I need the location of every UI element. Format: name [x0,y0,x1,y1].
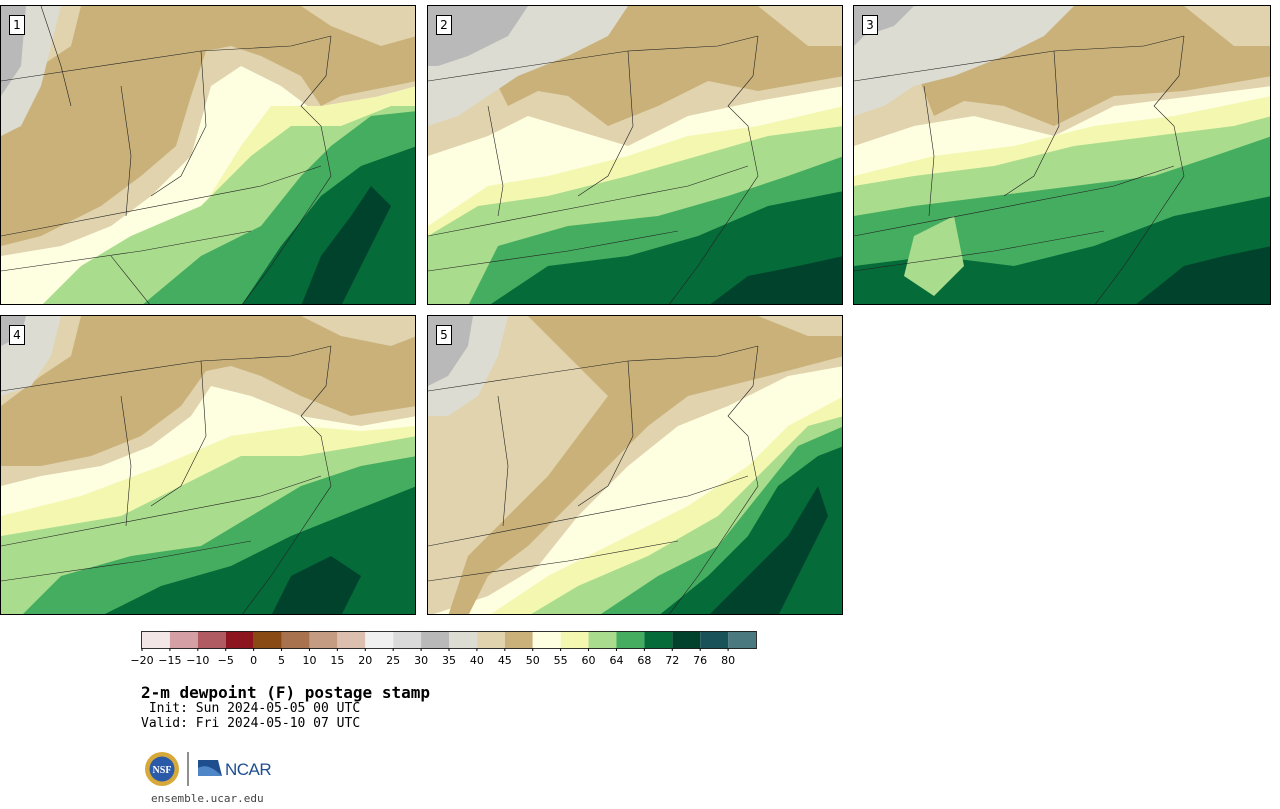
colorbar-bin [225,631,254,649]
chart-title: 2-m dewpoint (F) postage stamp [141,683,430,702]
ncar-logo-text: NCAR [225,760,272,779]
colorbar-bin [421,631,449,649]
panel-number-5: 5 [436,325,452,345]
colorbar-bin [169,631,198,649]
colorbar-bin [616,631,645,649]
dewpoint-map-5 [428,316,842,614]
init-time: Init: Sun 2024-05-05 00 UTC [141,701,361,716]
colorbar-tick-label: 10 [302,654,317,667]
colorbar-bin [337,631,366,649]
nsf-seal-inner-icon [149,756,175,782]
colorbar-bin [449,631,477,649]
colorbar-bin [588,631,617,649]
colorbar-tick-label: 55 [553,654,568,667]
colorbar-bin [142,631,170,649]
colorbar-tick-label: 80 [721,654,736,667]
colorbar-tick-label: 68 [637,654,652,667]
map-panel-3: 3 [853,5,1271,305]
colorbar-bin [644,631,673,649]
colorbar-tick-label: 20 [358,654,373,667]
colorbar-bin [532,631,561,649]
colorbar-tick-label: −10 [186,654,210,667]
colorbar-tick-label: 60 [581,654,596,667]
colorbar-bin [728,631,756,649]
colorbar-tick-label: 0 [250,654,258,667]
colorbar-tick-labels: −20 −15 −10 −5 0 5 10 15 20 25 30 35 40 45 50 55 60 64 68 7… [0,654,1280,668]
panel-number-3: 3 [862,15,878,35]
panel-number-4: 4 [9,325,25,345]
map-panel-2: 2 [427,5,843,305]
colorbar-tick-label: 50 [525,654,540,667]
nsf-logo: NSF [145,752,222,786]
colorbar-bin [672,631,701,649]
dewpoint-map-4 [1,316,415,614]
colorbar-tick-label: 72 [665,654,680,667]
colorbar-bin [700,631,729,649]
colorbar-bin [476,631,505,649]
panel-number-1: 1 [9,15,25,35]
dewpoint-colorbar [141,631,757,651]
map-panel-4: 4 [0,315,416,615]
dewpoint-map-3 [854,6,1270,304]
colorbar-bin [253,631,282,649]
colorbar-tick-label: −15 [158,654,182,667]
colorbar-tick-label: 35 [442,654,456,667]
valid-time: Valid: Fri 2024-05-10 07 UTC [141,716,361,731]
map-panel-1: 1 [0,5,416,305]
dewpoint-map-2 [428,6,842,304]
colorbar-tick-label: 64 [609,654,624,667]
colorbar-bin [504,631,533,649]
dewpoint-map-1 [1,6,415,304]
colorbar-tick-label: 76 [693,654,708,667]
panel-number-2: 2 [436,15,452,35]
colorbar-tick-label: −5 [217,654,234,667]
colorbar-tick-label: 15 [330,654,345,667]
colorbar-bin [365,631,394,649]
site-url: ensemble.ucar.edu [151,792,264,805]
colorbar-bin [197,631,226,649]
colorbar-bin [393,631,422,649]
colorbar-bin [560,631,589,649]
colorbar-tick-label: 40 [469,654,484,667]
colorbar-bin [281,631,310,649]
colorbar-tick-label: 25 [386,654,401,667]
colorbar-bin [309,631,338,649]
colorbar-tick-label: −20 [130,654,154,667]
ncar-mark-wave-icon [198,766,222,776]
nsf-logo-text: NSF [153,765,172,776]
map-panel-5: 5 [427,315,843,615]
colorbar-tick-label: 30 [414,654,429,667]
colorbar-tick-label: 45 [497,654,512,667]
colorbar-tick-label: 5 [278,654,286,667]
